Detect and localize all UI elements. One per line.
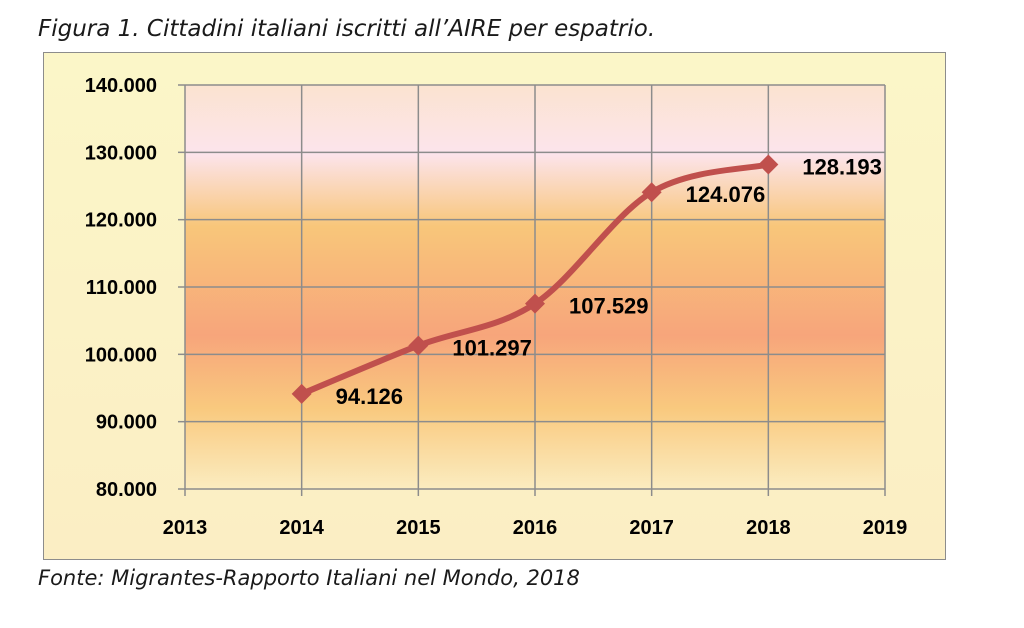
grid-lines: [185, 84, 886, 489]
x-tick-label: 2018: [746, 517, 791, 539]
data-point-marker: [291, 383, 312, 404]
y-tick-label: 80.000: [96, 479, 157, 501]
y-axis-ticks: 80.000 90.000 100.000 110.000 120.000 130.000…: [85, 75, 157, 501]
x-tick-label: 2014: [279, 517, 324, 539]
y-tick-label: 90.000: [96, 412, 157, 434]
x-tick-label: 2016: [513, 517, 558, 539]
data-point-marker: [408, 335, 429, 356]
data-label: 124.076: [686, 182, 766, 207]
x-tick-label: 2019: [863, 517, 908, 539]
data-point-marker: [525, 293, 545, 314]
y-tick-label: 130.000: [85, 142, 157, 164]
y-tick-label: 110.000: [86, 277, 157, 299]
x-tick-label: 2015: [396, 517, 441, 539]
data-label: 107.529: [569, 294, 649, 319]
series-markers: [291, 154, 779, 404]
y-tick-label: 100.000: [85, 344, 157, 366]
x-tick-label: 2013: [163, 517, 208, 539]
data-labels: 94.126 101.297 107.529 124.076 128.193: [336, 155, 882, 409]
y-tick-label: 120.000: [85, 210, 157, 232]
data-label: 128.193: [802, 155, 882, 180]
figure-caption: Figura 1. Cittadini italiani iscritti al…: [38, 16, 656, 42]
data-label: 94.126: [336, 384, 403, 409]
data-label: 101.297: [452, 336, 532, 361]
figure-source: Fonte: Migrantes-Rapporto Italiani nel M…: [38, 566, 580, 590]
y-tick-label: 140.000: [85, 75, 157, 97]
data-point-marker: [641, 182, 662, 203]
data-point-marker: [758, 154, 779, 175]
x-axis-ticks: 2013 2014 2015 2016 2017 2018 2019: [163, 517, 908, 539]
axes: [178, 84, 886, 496]
x-tick-label: 2017: [629, 517, 674, 539]
